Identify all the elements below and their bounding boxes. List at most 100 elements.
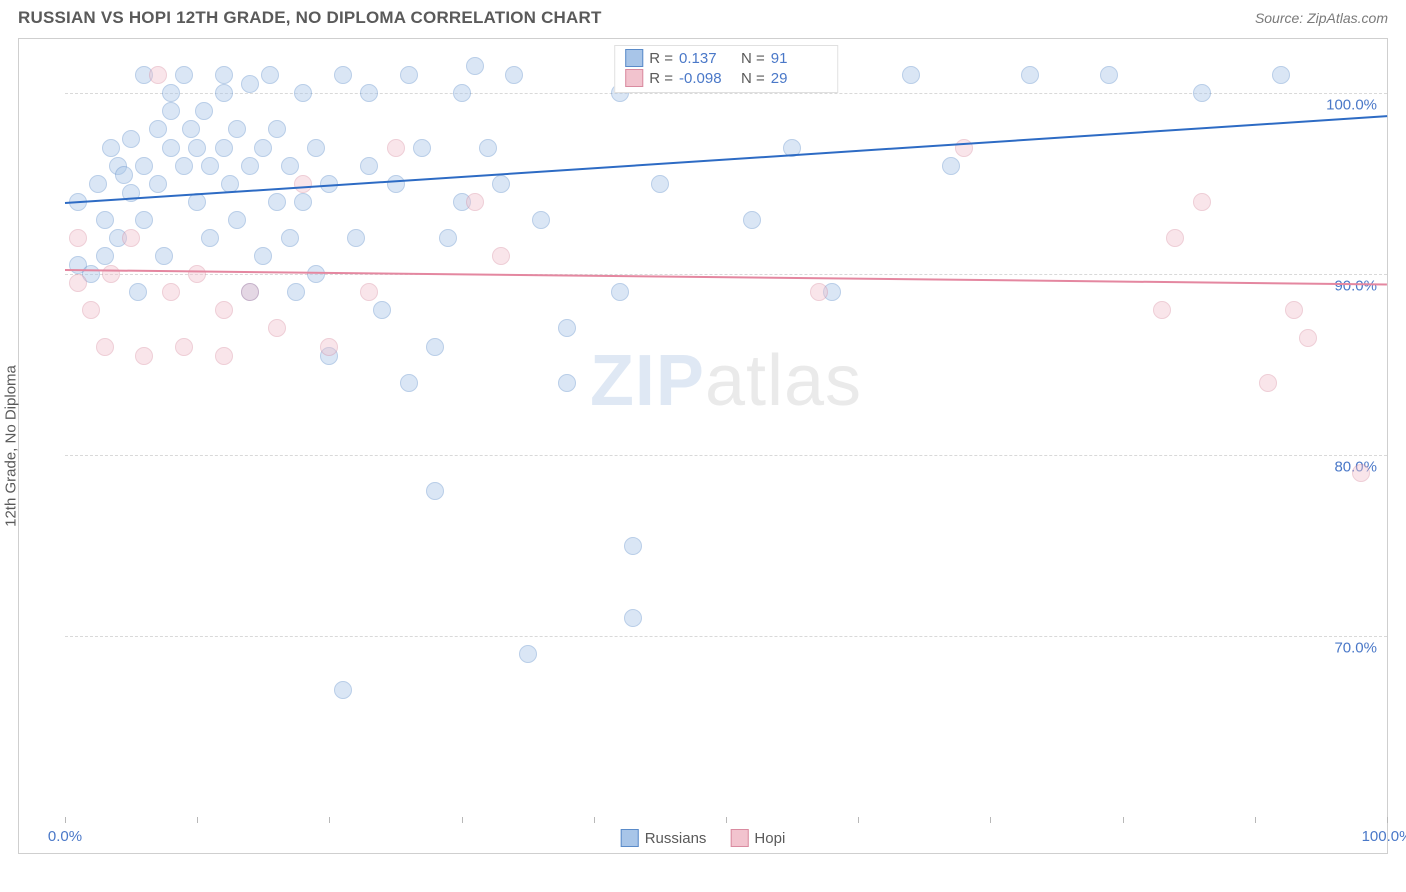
data-point	[215, 301, 233, 319]
data-point	[1272, 66, 1290, 84]
data-point	[439, 229, 457, 247]
data-point	[426, 482, 444, 500]
data-point	[1021, 66, 1039, 84]
trend-line	[65, 115, 1387, 204]
data-point	[96, 211, 114, 229]
data-point	[149, 175, 167, 193]
data-point	[254, 247, 272, 265]
data-point	[254, 139, 272, 157]
data-point	[466, 57, 484, 75]
data-point	[149, 66, 167, 84]
data-point	[1352, 464, 1370, 482]
data-point	[360, 283, 378, 301]
chart-header: RUSSIAN VS HOPI 12TH GRADE, NO DIPLOMA C…	[0, 0, 1406, 34]
x-tick	[462, 817, 463, 823]
data-point	[201, 229, 219, 247]
x-tick	[726, 817, 727, 823]
watermark: ZIPatlas	[590, 340, 862, 422]
data-point	[188, 139, 206, 157]
data-point	[505, 66, 523, 84]
data-point	[135, 157, 153, 175]
data-point	[810, 283, 828, 301]
gridline	[65, 274, 1387, 275]
data-point	[294, 84, 312, 102]
swatch-hopi	[730, 829, 748, 847]
y-axis-label: 12th Grade, No Diploma	[3, 365, 20, 527]
x-tick	[594, 817, 595, 823]
data-point	[149, 120, 167, 138]
data-point	[182, 120, 200, 138]
data-point	[347, 229, 365, 247]
swatch-hopi	[625, 69, 643, 87]
data-point	[453, 84, 471, 102]
data-point	[287, 283, 305, 301]
gridline	[65, 455, 1387, 456]
data-point	[215, 66, 233, 84]
data-point	[102, 139, 120, 157]
data-point	[135, 211, 153, 229]
data-point	[558, 374, 576, 392]
x-tick	[65, 817, 66, 823]
data-point	[413, 139, 431, 157]
trend-line	[65, 269, 1387, 285]
x-tick	[858, 817, 859, 823]
data-point	[82, 301, 100, 319]
data-point	[320, 338, 338, 356]
data-point	[241, 75, 259, 93]
legend-row-hopi: R = -0.098 N = 29	[625, 68, 827, 88]
data-point	[162, 283, 180, 301]
data-point	[195, 102, 213, 120]
data-point	[1193, 84, 1211, 102]
data-point	[89, 175, 107, 193]
data-point	[69, 229, 87, 247]
data-point	[373, 301, 391, 319]
data-point	[624, 609, 642, 627]
data-point	[942, 157, 960, 175]
data-point	[400, 66, 418, 84]
data-point	[611, 283, 629, 301]
data-point	[162, 139, 180, 157]
data-point	[294, 193, 312, 211]
data-point	[96, 247, 114, 265]
data-point	[175, 338, 193, 356]
data-point	[135, 347, 153, 365]
data-point	[1299, 329, 1317, 347]
data-point	[268, 193, 286, 211]
y-tick-label: 90.0%	[1334, 278, 1377, 295]
data-point	[115, 166, 133, 184]
data-point	[175, 66, 193, 84]
swatch-russians	[621, 829, 639, 847]
data-point	[175, 157, 193, 175]
data-point	[902, 66, 920, 84]
data-point	[268, 120, 286, 138]
gridline	[65, 93, 1387, 94]
data-point	[492, 247, 510, 265]
x-tick	[1255, 817, 1256, 823]
data-point	[955, 139, 973, 157]
data-point	[215, 84, 233, 102]
data-point	[122, 229, 140, 247]
data-point	[466, 193, 484, 211]
x-tick	[990, 817, 991, 823]
legend-item-hopi: Hopi	[730, 829, 785, 847]
x-tick	[1387, 817, 1388, 823]
data-point	[426, 338, 444, 356]
data-point	[129, 283, 147, 301]
data-point	[492, 175, 510, 193]
data-point	[188, 265, 206, 283]
data-point	[215, 347, 233, 365]
x-tick-label: 0.0%	[48, 828, 82, 845]
data-point	[215, 139, 233, 157]
plot-area: ZIPatlas R = 0.137 N = 91 R = -0.098 N =…	[65, 39, 1387, 817]
legend-row-russians: R = 0.137 N = 91	[625, 48, 827, 68]
data-point	[201, 157, 219, 175]
data-point	[307, 265, 325, 283]
x-tick	[197, 817, 198, 823]
data-point	[519, 645, 537, 663]
data-point	[532, 211, 550, 229]
data-point	[96, 338, 114, 356]
data-point	[1285, 301, 1303, 319]
series-legend: Russians Hopi	[621, 829, 786, 847]
data-point	[69, 274, 87, 292]
data-point	[1193, 193, 1211, 211]
